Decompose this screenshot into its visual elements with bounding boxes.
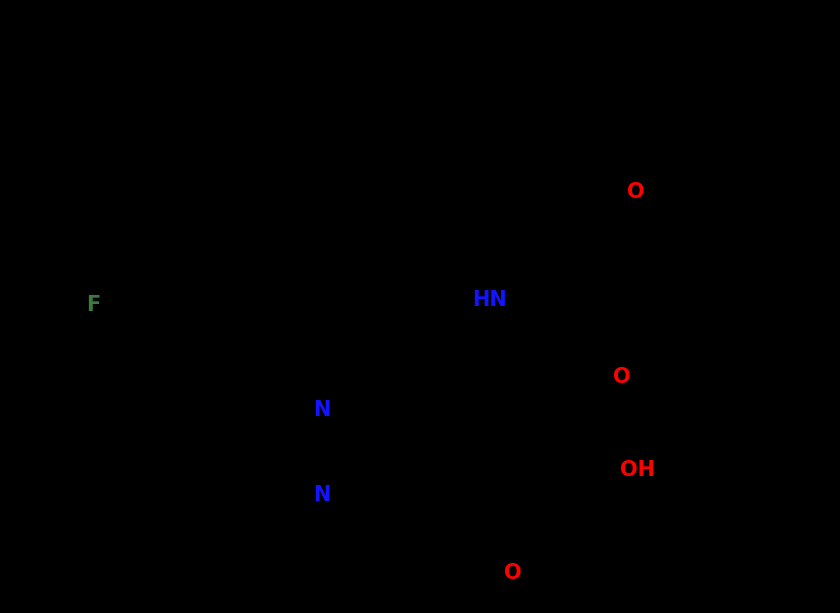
- Text: F: F: [86, 295, 100, 315]
- Text: O: O: [627, 182, 644, 202]
- Text: HN: HN: [473, 290, 507, 310]
- Text: O: O: [613, 367, 631, 387]
- Text: O: O: [504, 563, 522, 583]
- Text: N: N: [313, 485, 331, 505]
- Text: N: N: [313, 400, 331, 420]
- Text: OH: OH: [620, 460, 655, 480]
